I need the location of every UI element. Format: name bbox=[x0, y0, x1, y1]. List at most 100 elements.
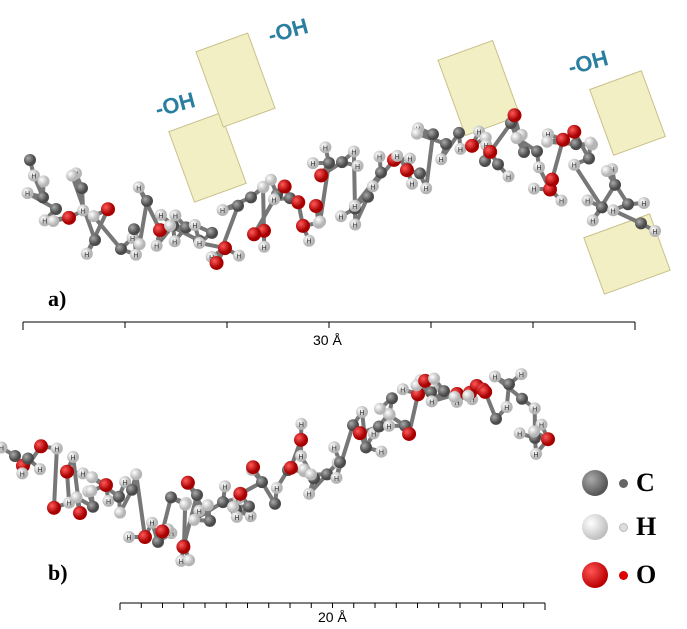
carbon-atom bbox=[336, 156, 348, 169]
bond bbox=[214, 205, 240, 264]
oxygen-atom bbox=[138, 530, 152, 545]
atom-label: H bbox=[126, 535, 131, 542]
atom-label: H bbox=[454, 400, 459, 407]
bond bbox=[92, 214, 123, 251]
atom-label: H bbox=[395, 154, 400, 161]
hydrogen-atom bbox=[528, 182, 541, 195]
atom-label: H bbox=[274, 486, 279, 493]
atom-label: H bbox=[407, 156, 412, 163]
bond bbox=[351, 151, 357, 209]
atom-label: H bbox=[386, 424, 391, 431]
carbon-atom bbox=[256, 476, 268, 489]
hydrogen-atom bbox=[488, 370, 501, 383]
atom-label: H bbox=[332, 445, 337, 452]
hydrogen-atom bbox=[425, 395, 438, 408]
hydrogen-atom bbox=[193, 504, 206, 517]
hydrogen-atom bbox=[27, 169, 40, 182]
hydrogen-atom bbox=[130, 468, 143, 481]
hydrogen-atom bbox=[373, 150, 386, 163]
highlight-box bbox=[195, 32, 276, 128]
carbon-atom bbox=[22, 452, 34, 465]
hydrogen-atom bbox=[295, 449, 308, 462]
oxygen-atom bbox=[507, 108, 522, 123]
carbon-atom bbox=[490, 412, 502, 425]
atom-label: H bbox=[262, 245, 267, 252]
hydrogen-atom bbox=[314, 215, 327, 228]
hydrogen-atom bbox=[66, 169, 79, 182]
carbon-atom bbox=[9, 450, 21, 463]
atom-label: H bbox=[400, 387, 405, 394]
hydrogen-atom bbox=[268, 193, 281, 206]
atom-label: H bbox=[371, 431, 376, 438]
hydrogen-atom bbox=[502, 170, 515, 183]
oxygen-atom bbox=[402, 426, 417, 441]
hydrogen-atom bbox=[510, 131, 523, 144]
bond bbox=[134, 474, 147, 538]
atom-label: H bbox=[67, 501, 72, 508]
oxygen-atom bbox=[73, 505, 87, 520]
bond bbox=[137, 186, 162, 231]
hydrogen-atom bbox=[454, 142, 467, 155]
hydrogen-atom bbox=[303, 487, 316, 500]
hydrogen-atom bbox=[555, 194, 568, 207]
atom-label: H bbox=[534, 452, 539, 459]
hydrogen-atom bbox=[528, 425, 541, 438]
carbon-atom bbox=[531, 145, 543, 158]
atom-label: H bbox=[492, 375, 497, 382]
oxygen-atom bbox=[483, 144, 498, 159]
atom-label: H bbox=[173, 213, 178, 220]
carbon-atom bbox=[375, 166, 387, 179]
atom-label: H bbox=[123, 480, 128, 487]
oxygen-atom bbox=[176, 539, 191, 554]
oxygen-atom bbox=[556, 132, 570, 147]
carbon-atom bbox=[622, 198, 634, 211]
carbon-atom bbox=[191, 488, 203, 501]
atom-label: H bbox=[370, 184, 375, 191]
hydrogen-atom bbox=[403, 152, 416, 165]
hydrogen-atom bbox=[383, 408, 396, 421]
hydrogen-atom bbox=[348, 199, 361, 212]
atom-label: H bbox=[150, 521, 155, 528]
hydrogen-atom bbox=[428, 372, 441, 385]
hydrogen-atom bbox=[373, 402, 386, 415]
hydrogen-atom bbox=[114, 506, 127, 519]
atom-label: H bbox=[424, 186, 429, 193]
atom-label: H bbox=[136, 185, 141, 192]
atom-label: H bbox=[539, 423, 544, 430]
atom-label: H bbox=[531, 187, 536, 194]
bond bbox=[85, 208, 110, 255]
carbon-dot-icon bbox=[619, 478, 628, 488]
carbon-atom bbox=[243, 500, 255, 513]
hydrogen-atom bbox=[330, 471, 343, 484]
atom-label: H bbox=[130, 236, 135, 243]
hydrogen-atom bbox=[38, 214, 51, 227]
legend-carbon: C bbox=[582, 468, 655, 498]
hydrogen-atom bbox=[37, 175, 50, 188]
atom-label: H bbox=[572, 163, 577, 170]
hydrogen-atom bbox=[227, 501, 240, 514]
hydrogen-atom bbox=[119, 475, 132, 488]
hydrogen-atom bbox=[307, 157, 320, 170]
oxygen-atom bbox=[314, 168, 329, 183]
carbon-atom bbox=[492, 158, 504, 171]
hydrogen-atom bbox=[21, 187, 34, 200]
hydrogen-atom bbox=[383, 419, 396, 432]
hydrogen-atom bbox=[420, 182, 433, 195]
atom-label: H bbox=[477, 129, 482, 136]
carbon-atom bbox=[206, 226, 218, 239]
hydrogen-atom bbox=[154, 208, 167, 221]
atom-label: H bbox=[519, 372, 524, 379]
atom-label: H bbox=[169, 531, 174, 538]
oxygen-atom-icon bbox=[582, 562, 608, 588]
carbon-atom bbox=[204, 514, 216, 527]
carbon-atom bbox=[152, 535, 164, 548]
atom-label: H bbox=[25, 191, 30, 198]
hydrogen-atom bbox=[305, 468, 318, 481]
hydrogen-atom bbox=[411, 127, 424, 140]
carbon-atom bbox=[453, 126, 465, 139]
legend-label: H bbox=[636, 512, 657, 541]
hydrogen-atom bbox=[435, 153, 448, 166]
bond bbox=[137, 200, 149, 245]
hydrogen-atom bbox=[67, 450, 80, 463]
